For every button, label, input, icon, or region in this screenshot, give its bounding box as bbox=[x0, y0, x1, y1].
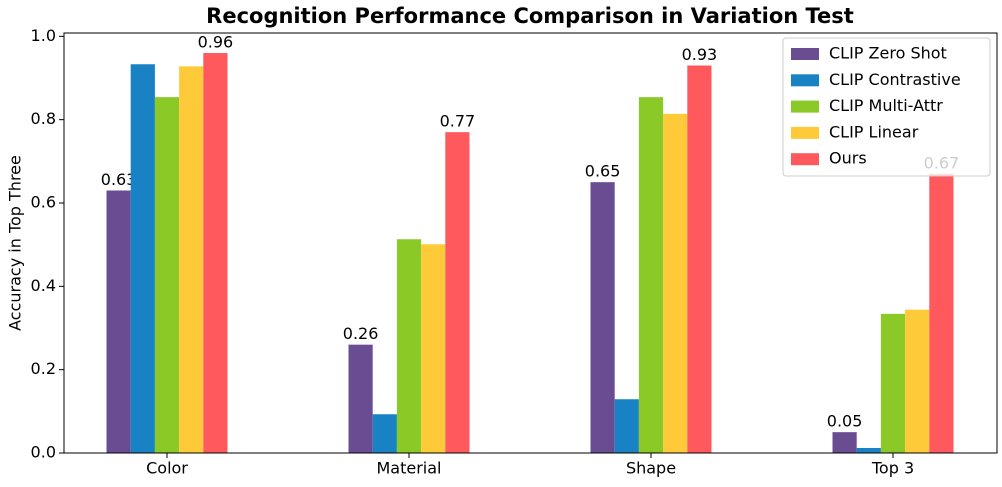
bar bbox=[880, 313, 906, 453]
legend-swatch bbox=[791, 153, 819, 166]
bar bbox=[106, 190, 131, 453]
bar bbox=[396, 239, 422, 453]
x-tick-label: Shape bbox=[626, 459, 676, 478]
value-label: 0.77 bbox=[440, 112, 476, 131]
y-tick-label: 0.0 bbox=[31, 443, 56, 462]
chart-title: Recognition Performance Comparison in Va… bbox=[206, 4, 854, 28]
x-tick-label: Color bbox=[146, 459, 188, 478]
y-tick-label: 0.6 bbox=[31, 193, 56, 212]
bar bbox=[372, 414, 397, 453]
value-label: 0.65 bbox=[585, 162, 621, 181]
legend-swatch bbox=[791, 126, 819, 139]
y-tick-label: 0.4 bbox=[31, 276, 56, 295]
axes-frame bbox=[63, 32, 998, 454]
bar bbox=[421, 244, 446, 453]
bar bbox=[614, 399, 639, 453]
legend-swatch bbox=[791, 100, 819, 113]
legend-label: CLIP Linear bbox=[829, 122, 919, 141]
bar bbox=[203, 53, 228, 453]
bar bbox=[179, 66, 204, 453]
bar bbox=[445, 132, 470, 453]
x-tick-label: Top 3 bbox=[871, 459, 914, 478]
legend-label: CLIP Zero Shot bbox=[829, 44, 947, 63]
bar bbox=[832, 432, 857, 453]
bar bbox=[638, 97, 664, 454]
bar bbox=[687, 65, 712, 453]
legend: CLIP Zero Shot CLIP Contrastive CLIP Multi… bbox=[782, 37, 991, 177]
value-label: 0.26 bbox=[343, 324, 379, 343]
bar bbox=[348, 344, 373, 453]
y-axis-label: Accuracy in Top Three bbox=[6, 155, 25, 331]
legend-label: Ours bbox=[829, 149, 867, 168]
y-tick-label: 0.8 bbox=[31, 109, 56, 128]
value-label: 0.63 bbox=[101, 170, 137, 189]
bar bbox=[905, 309, 930, 453]
y-tick-label: 0.2 bbox=[31, 359, 56, 378]
legend-box bbox=[782, 37, 991, 177]
bar bbox=[130, 64, 155, 453]
bar bbox=[590, 182, 615, 453]
value-label: 0.05 bbox=[827, 412, 863, 431]
x-tick-label: Material bbox=[377, 459, 442, 478]
legend-swatch bbox=[791, 74, 819, 87]
bar bbox=[154, 97, 180, 454]
value-label: 0.96 bbox=[198, 33, 234, 52]
bar bbox=[929, 173, 954, 454]
bar bbox=[856, 448, 881, 453]
legend-swatch bbox=[791, 48, 819, 60]
legend-label: CLIP Contrastive bbox=[829, 70, 961, 89]
legend-label: CLIP Multi-Attr bbox=[829, 96, 943, 115]
bar bbox=[663, 113, 688, 453]
value-label: 0.93 bbox=[682, 45, 718, 64]
y-tick-label: 1.0 bbox=[31, 26, 56, 45]
